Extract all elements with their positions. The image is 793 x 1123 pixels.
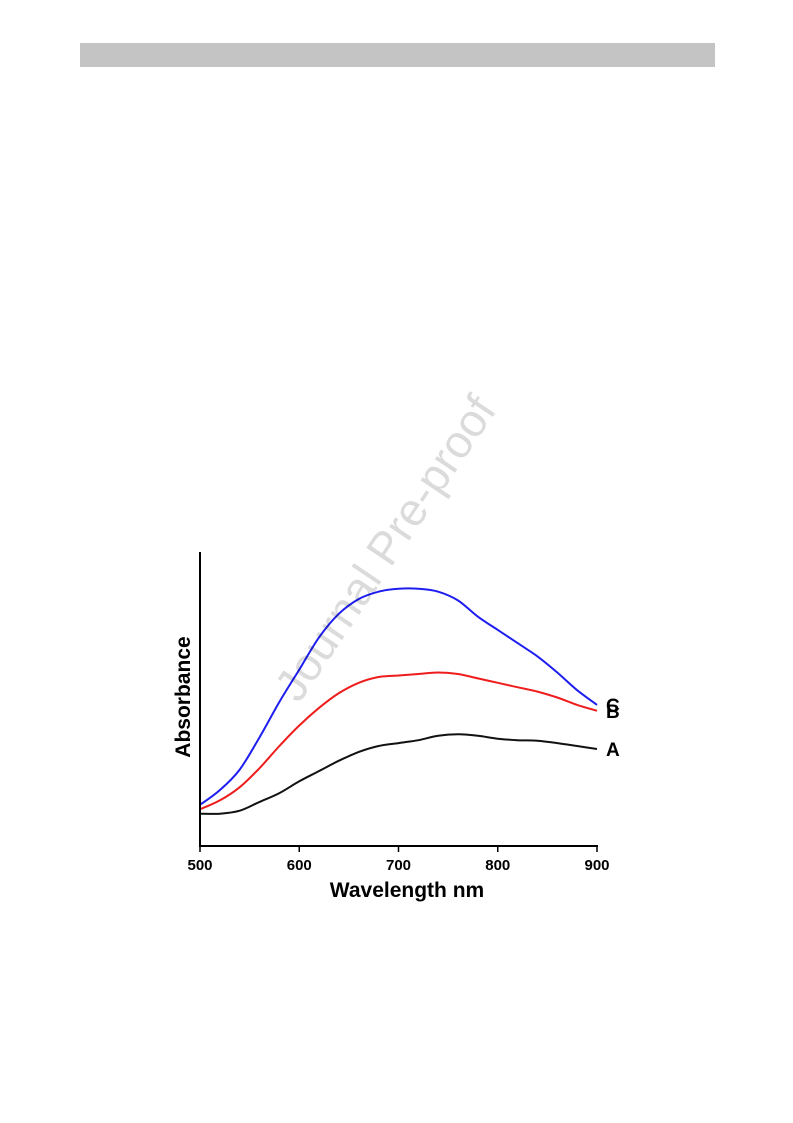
series-a-label: A xyxy=(606,740,620,761)
series-c-line xyxy=(199,587,598,806)
ticks-group: 500 600 700 800 900 xyxy=(187,846,610,874)
x-tick-label-900: 900 xyxy=(584,857,609,874)
series-group xyxy=(199,587,598,815)
x-tick-label-500: 500 xyxy=(187,857,212,874)
series-c-label: C xyxy=(606,696,620,717)
series-b-label: B xyxy=(606,702,620,723)
x-axis-label: Wavelength nm xyxy=(330,879,484,902)
header-bar xyxy=(80,43,715,67)
y-axis-label: Absorbance xyxy=(172,636,195,757)
x-tick-label-600: 600 xyxy=(287,857,312,874)
series-labels: ABC xyxy=(606,696,620,761)
x-tick-label-800: 800 xyxy=(485,857,510,874)
x-tick-label-700: 700 xyxy=(386,857,411,874)
series-a-line xyxy=(199,733,598,815)
series-b-line xyxy=(199,671,598,811)
